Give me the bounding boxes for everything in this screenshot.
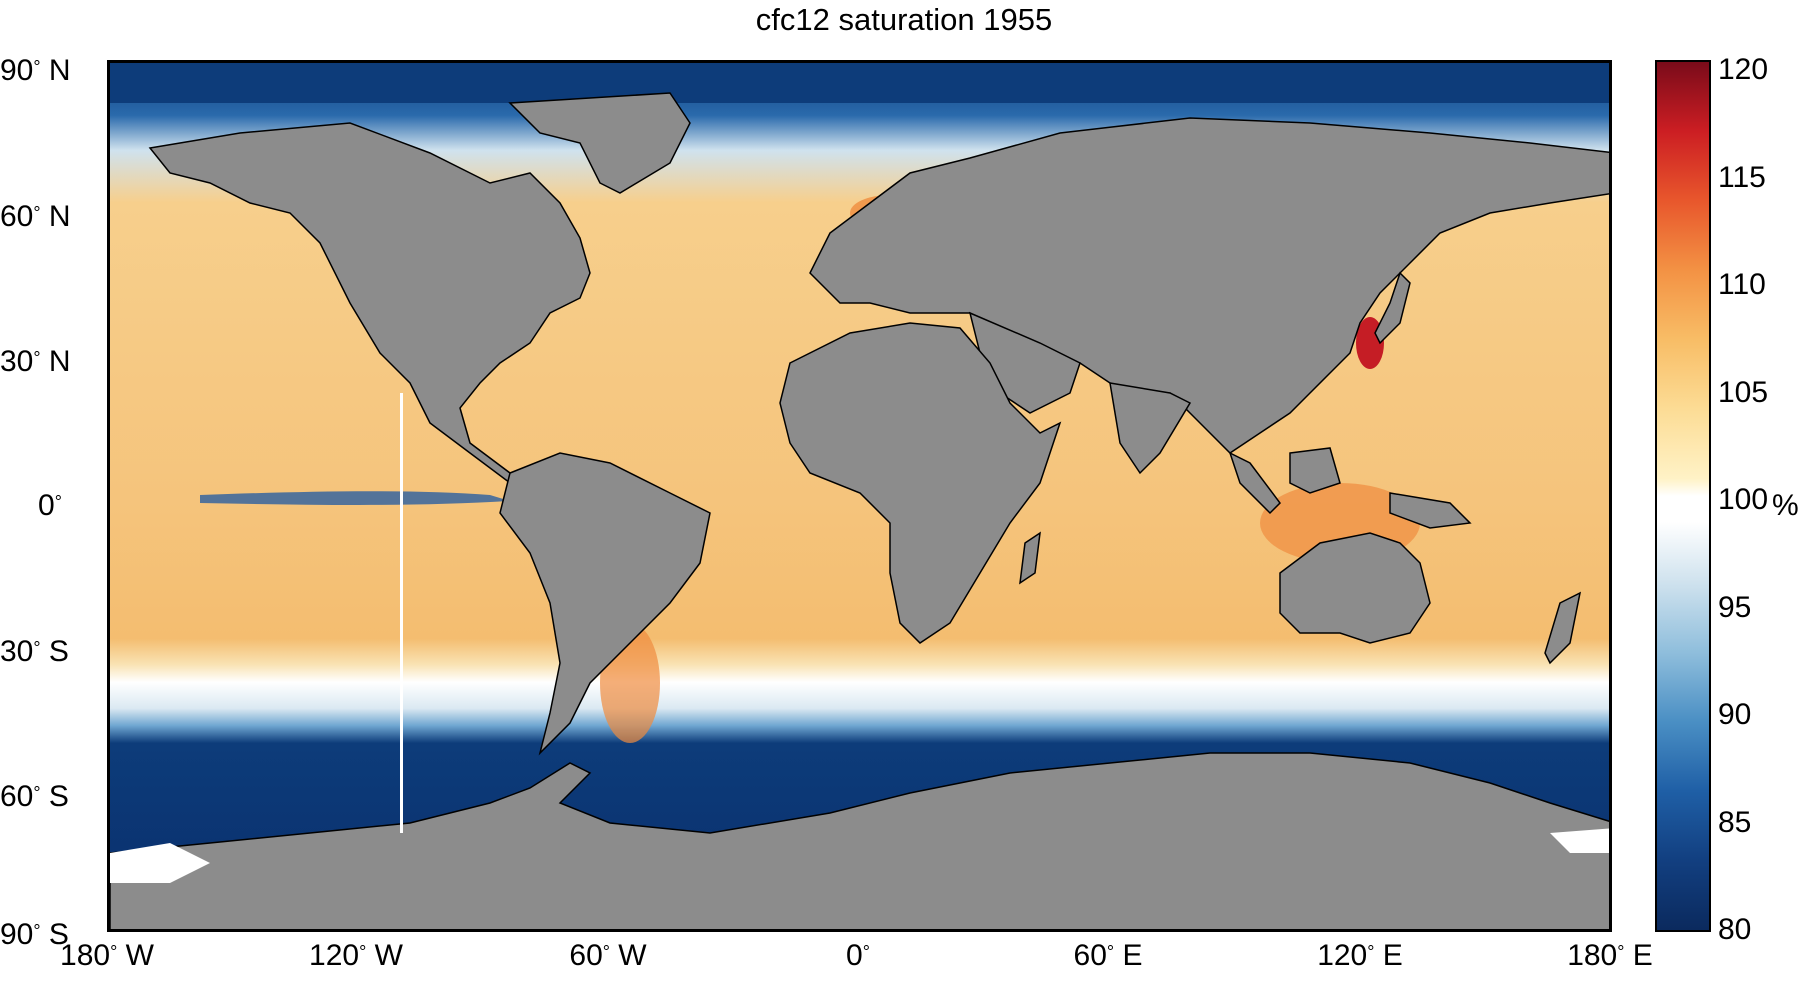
colorbar-tick-120: 120 bbox=[1718, 53, 1769, 86]
map-title: cfc12 saturation 1955 bbox=[755, 2, 1053, 37]
lon-label-120e: 120° E bbox=[1317, 939, 1403, 972]
land-madagascar bbox=[1019, 531, 1041, 585]
world-map bbox=[107, 60, 1612, 932]
equatorial-cold-tongue bbox=[200, 491, 510, 505]
colorbar-tick-95: 95 bbox=[1718, 591, 1752, 624]
land-new-guinea bbox=[1389, 492, 1472, 529]
lon-label-180e: 180° E bbox=[1567, 939, 1653, 972]
colorbar-tick-85: 85 bbox=[1718, 806, 1752, 839]
land-antarctica bbox=[110, 752, 1609, 929]
lat-label-0: 0° bbox=[38, 489, 62, 522]
lat-label-60n: 60° N bbox=[0, 200, 71, 233]
data-seam-line bbox=[400, 393, 403, 833]
land-south-america bbox=[499, 452, 711, 756]
land-africa bbox=[779, 322, 1062, 644]
land-india bbox=[1109, 382, 1192, 475]
lat-label-30s: 30° S bbox=[0, 635, 69, 668]
colorbar-tick-100: 100 bbox=[1718, 483, 1769, 516]
lon-label-60w: 60° W bbox=[569, 939, 647, 972]
colorbar-tick-115: 115 bbox=[1718, 161, 1766, 194]
land-borneo bbox=[1289, 447, 1341, 494]
lon-label-0: 0° bbox=[846, 939, 870, 972]
lon-label-180w: 180° W bbox=[60, 939, 154, 972]
antarctic-white-patch bbox=[110, 843, 210, 883]
lon-label-60e: 60° E bbox=[1073, 939, 1143, 972]
map-svg bbox=[110, 63, 1609, 929]
land-greenland bbox=[508, 92, 691, 194]
colorbar-tick-90: 90 bbox=[1718, 698, 1752, 731]
colorbar-unit: % bbox=[1772, 489, 1799, 522]
land-north-america bbox=[148, 122, 591, 494]
lat-label-90n: 90° N bbox=[0, 54, 71, 87]
antarctic-white-patch-east bbox=[1550, 828, 1609, 853]
lat-label-90s: 90° S bbox=[0, 918, 69, 951]
land-japan bbox=[1374, 271, 1411, 345]
land-sumatra bbox=[1228, 451, 1281, 515]
colorbar-tick-80: 80 bbox=[1718, 913, 1752, 946]
land-australia bbox=[1279, 532, 1431, 644]
colorbar bbox=[1655, 60, 1711, 932]
land-new-zealand bbox=[1544, 591, 1582, 665]
colorbar-tick-105: 105 bbox=[1718, 376, 1769, 409]
colorbar-tick-110: 110 bbox=[1718, 268, 1766, 301]
arctic-cold-band bbox=[110, 63, 1609, 103]
lon-label-120w: 120° W bbox=[309, 939, 403, 972]
lat-label-60s: 60° S bbox=[0, 780, 69, 813]
lat-label-30n: 30° N bbox=[0, 345, 71, 378]
